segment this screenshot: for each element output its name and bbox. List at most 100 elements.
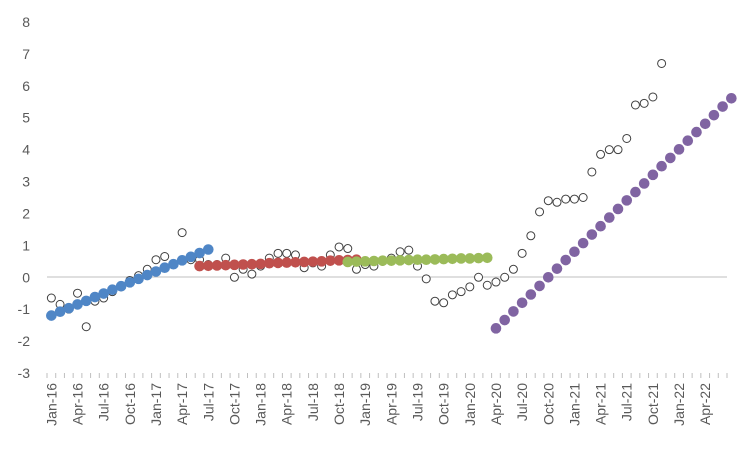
y-tick-label: 5	[22, 110, 30, 126]
trend-point	[464, 253, 476, 264]
trend-point	[264, 257, 275, 269]
actual-point	[508, 264, 518, 274]
trend-point	[455, 253, 467, 264]
x-tick-label: Jan-19	[357, 383, 373, 426]
actual-point	[491, 277, 501, 287]
trend-point	[141, 269, 153, 281]
actual-point	[177, 228, 187, 238]
actual-point	[500, 272, 510, 282]
trend-point	[176, 255, 188, 266]
actual-point	[46, 293, 56, 303]
actual-point	[395, 247, 405, 257]
x-tick-label: Apr-19	[383, 383, 399, 425]
trend-point	[665, 152, 676, 164]
trend-point	[516, 297, 528, 309]
x-tick-label: Apr-20	[488, 383, 504, 425]
actual-point	[229, 272, 239, 282]
actual-point	[456, 287, 466, 297]
trend-point	[237, 259, 249, 270]
trend-point	[560, 254, 572, 266]
trend-point	[133, 273, 144, 285]
trend-point	[351, 256, 362, 267]
actual-point	[630, 100, 640, 110]
actual-point	[639, 98, 649, 108]
trend-point	[429, 254, 441, 265]
trend-point	[377, 255, 388, 266]
trend-point	[290, 256, 301, 268]
trend-point	[420, 254, 432, 266]
x-tick-label: Jan-18	[253, 383, 269, 426]
trend-point	[98, 288, 109, 299]
trend-point	[281, 257, 293, 268]
trend-point	[726, 92, 737, 104]
trend-point	[447, 253, 458, 265]
series-0	[46, 58, 667, 332]
trend-point	[577, 237, 589, 249]
trend-point	[220, 259, 232, 271]
x-tick-label: Oct-20	[540, 383, 556, 425]
trend-point	[194, 247, 205, 259]
trend-point	[72, 299, 83, 310]
actual-point	[517, 248, 527, 258]
trend-point	[412, 254, 423, 266]
y-tick-label: 6	[22, 78, 30, 94]
y-tick-label: 8	[22, 14, 30, 30]
trend-point	[185, 251, 197, 263]
trend-point	[325, 255, 336, 266]
trend-point	[298, 256, 310, 268]
trend-point	[202, 244, 214, 255]
trend-point	[481, 252, 493, 264]
x-tick-label: Oct-21	[645, 383, 661, 425]
actual-point	[439, 298, 449, 308]
x-tick-label: Oct-19	[436, 383, 452, 425]
y-tick-label: 4	[22, 142, 30, 158]
actual-point	[273, 248, 283, 258]
x-tick-label: Jan-20	[462, 383, 478, 426]
x-tick-label: Oct-16	[122, 383, 138, 425]
actual-point	[343, 244, 353, 254]
actual-point	[282, 248, 292, 258]
trend-point	[255, 258, 266, 270]
data-points	[46, 58, 737, 334]
x-axis: Jan-16 Apr-16 Jul-16 Oct-16 Jan-17 Apr-17 Jul-…	[43, 276, 728, 426]
trend-point	[438, 253, 449, 265]
trend-point	[534, 280, 545, 292]
actual-point	[569, 194, 579, 204]
trend-point	[202, 260, 214, 272]
y-tick-label: 3	[22, 174, 30, 190]
trend-point	[394, 255, 406, 266]
actual-point	[73, 288, 83, 298]
actual-point	[81, 322, 91, 332]
trend-point	[342, 256, 354, 268]
y-tick-label: 2	[22, 205, 30, 221]
y-tick-label: 0	[22, 269, 30, 285]
trend-point	[54, 306, 66, 318]
trend-point	[473, 252, 484, 264]
trend-point	[673, 144, 685, 155]
actual-point	[535, 207, 545, 217]
y-tick-label: -2	[18, 333, 31, 349]
trend-point	[638, 178, 650, 189]
trend-point	[107, 284, 118, 296]
trend-point	[333, 255, 345, 266]
trend-point	[586, 229, 598, 240]
y-axis-ticks: -3 -2 -1 0 1 2 3 4 5 6 7 8	[18, 14, 31, 381]
x-tick-label: Jul-20	[514, 383, 530, 421]
actual-point	[543, 196, 553, 206]
actual-point	[613, 145, 623, 155]
actual-point	[247, 269, 257, 279]
x-tick-label: Apr-18	[279, 383, 295, 425]
actual-point	[561, 194, 571, 204]
trend-point	[386, 255, 397, 266]
x-tick-label: Apr-17	[174, 383, 190, 425]
actual-point	[604, 145, 614, 155]
x-tick-label: Jul-18	[305, 383, 321, 421]
series-1	[46, 244, 214, 321]
actual-point	[596, 149, 606, 159]
trend-point	[708, 109, 720, 121]
trend-point	[115, 280, 127, 292]
y-tick-label: -3	[18, 365, 31, 381]
trend-point	[80, 295, 92, 307]
x-tick-label: Jan-21	[566, 383, 582, 426]
